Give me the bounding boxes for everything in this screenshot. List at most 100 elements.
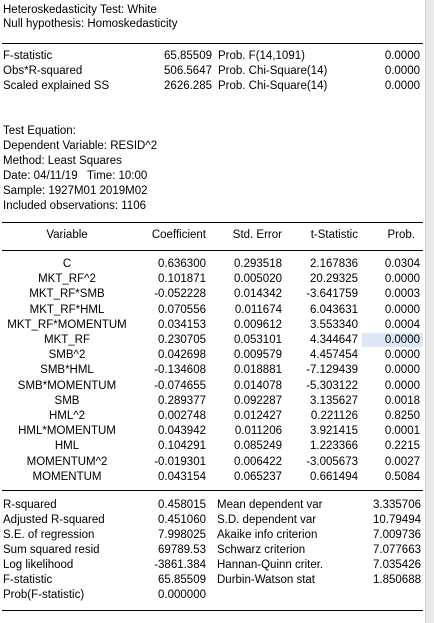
test-prob: 0.0000: [384, 65, 420, 77]
t-statistic-value: 3.921415: [310, 425, 358, 438]
coefficient-value: 0.104291: [158, 440, 206, 453]
stat-value: 10.79494: [373, 514, 421, 526]
stat-label: S.E. of regression: [3, 529, 95, 541]
observations: Included observations: 1106: [3, 200, 146, 212]
stat-label: Akaike info criterion: [217, 529, 318, 541]
stat-value: 7.035426: [373, 559, 421, 571]
stat-label: Schwarz criterion: [217, 544, 306, 556]
vertical-scrollbar[interactable]: [425, 0, 434, 623]
prob-value: 0.2215: [384, 440, 420, 453]
output-view: Heteroskedasticity Test: White Null hypo…: [2, 4, 423, 611]
t-statistic-value: 20.29325: [310, 273, 358, 286]
prob-value: 0.0000: [384, 303, 420, 316]
test-value: 2626.285: [164, 80, 212, 92]
stat-value: 7.009736: [373, 529, 421, 541]
divider: [2, 43, 423, 44]
test-prob-label: Prob. Chi-Square(14): [218, 65, 328, 77]
variable-name: MKT_RF: [44, 334, 90, 346]
stat-label: S.D. dependent var: [217, 514, 317, 526]
prob-value: 0.0003: [384, 288, 420, 301]
stat-value: 1.850688: [373, 574, 421, 586]
prob-value: 0.0000: [384, 349, 420, 362]
column-header: t-Statistic: [310, 229, 358, 241]
test-prob-label: Prob. Chi-Square(14): [218, 80, 328, 92]
prob-value: 0.0000: [384, 379, 420, 392]
column-header: Std. Error: [232, 229, 282, 241]
divider: [2, 250, 423, 251]
prob-value: 0.0000: [384, 273, 420, 286]
stat-value: 7.998025: [158, 529, 206, 541]
prob-value: 0.8250: [384, 410, 420, 422]
t-statistic-value: 2.167836: [310, 258, 358, 270]
t-statistic-value: 4.457454: [310, 349, 358, 362]
variable-name: SMB^2: [48, 349, 86, 362]
t-statistic-value: -3.005673: [306, 455, 358, 468]
variable-name: MOMENTUM: [32, 470, 102, 483]
variable-name: MKT_RF^2: [38, 273, 96, 286]
dependent-variable: Dependent Variable: RESID^2: [3, 140, 158, 152]
test-prob: 0.0000: [384, 50, 420, 62]
coefficient-value: 0.289377: [158, 394, 206, 407]
stat-value: 3.335706: [373, 499, 421, 511]
stat-value: 0.000000: [158, 589, 206, 601]
stat-label: Mean dependent var: [217, 499, 323, 511]
stat-label: F-statistic: [3, 574, 53, 586]
coefficient-value: 0.043942: [158, 425, 206, 438]
std-error-value: 0.065237: [234, 470, 282, 483]
std-error-value: 0.014342: [234, 288, 282, 301]
test-title: Heteroskedasticity Test: White: [3, 4, 157, 16]
stat-value: 69789.53: [158, 544, 206, 556]
stat-label: R-squared: [3, 499, 57, 511]
t-statistic-value: 0.221126: [310, 410, 358, 422]
column-header: Variable: [46, 229, 88, 241]
test-prob: 0.0000: [384, 80, 420, 92]
std-error-value: 0.053101: [234, 334, 282, 346]
test-label: Obs*R-squared: [3, 65, 83, 77]
std-error-value: 0.006422: [234, 455, 282, 468]
variable-name: SMB*HML: [40, 364, 94, 377]
prob-value: 0.0304: [384, 258, 420, 270]
variable-name: HML^2: [48, 410, 86, 422]
stat-value: 0.458015: [158, 499, 206, 511]
stat-label: Adjusted R-squared: [3, 514, 105, 526]
selected-cell[interactable]: [362, 333, 423, 347]
std-error-value: 0.085249: [234, 440, 282, 453]
divider: [2, 222, 423, 223]
prob-value: 0.0027: [384, 455, 420, 468]
std-error-value: 0.293518: [234, 258, 282, 270]
date-time: Date: 04/11/19 Time: 10:00: [3, 170, 148, 182]
coefficient-value: 0.002748: [158, 410, 206, 422]
test-label: Scaled explained SS: [3, 80, 110, 92]
variable-name: MKT_RF*SMB: [29, 288, 105, 301]
stat-value: 0.451060: [158, 514, 206, 526]
variable-name: SMB*MOMENTUM: [17, 379, 117, 392]
coefficient-value: 0.101871: [158, 273, 206, 286]
equation-title: Test Equation:: [3, 125, 76, 137]
prob-value: 0.0001: [384, 425, 420, 438]
variable-name: MKT_RF*HML: [29, 303, 105, 316]
method: Method: Least Squares: [3, 155, 122, 167]
prob-value: 0.0004: [384, 318, 420, 331]
t-statistic-value: 3.135627: [310, 394, 358, 407]
t-statistic-value: 0.661494: [310, 470, 358, 483]
coefficient-value: 0.043154: [158, 470, 206, 483]
stat-label: Hannan-Quinn criter.: [217, 559, 324, 571]
coefficient-value: -0.074655: [154, 379, 206, 392]
column-header: Coefficient: [151, 229, 206, 241]
coefficient-value: -0.134608: [154, 364, 206, 377]
test-label: F-statistic: [3, 50, 53, 62]
divider: [2, 490, 423, 491]
stat-value: 65.85509: [158, 574, 206, 586]
variable-name: C: [62, 258, 72, 270]
stat-value: -3861.384: [154, 559, 206, 571]
t-statistic-value: 6.043631: [310, 303, 358, 316]
coefficient-value: -0.052228: [154, 288, 206, 301]
std-error-value: 0.005020: [234, 273, 282, 286]
std-error-value: 0.011206: [234, 425, 282, 438]
variable-name: HML: [54, 440, 80, 453]
t-statistic-value: 3.553340: [310, 318, 358, 331]
stat-label: Log likelihood: [3, 559, 74, 571]
test-prob-label: Prob. F(14,1091): [218, 50, 305, 62]
t-statistic-value: 4.344647: [310, 334, 358, 346]
std-error-value: 0.018881: [234, 364, 282, 377]
